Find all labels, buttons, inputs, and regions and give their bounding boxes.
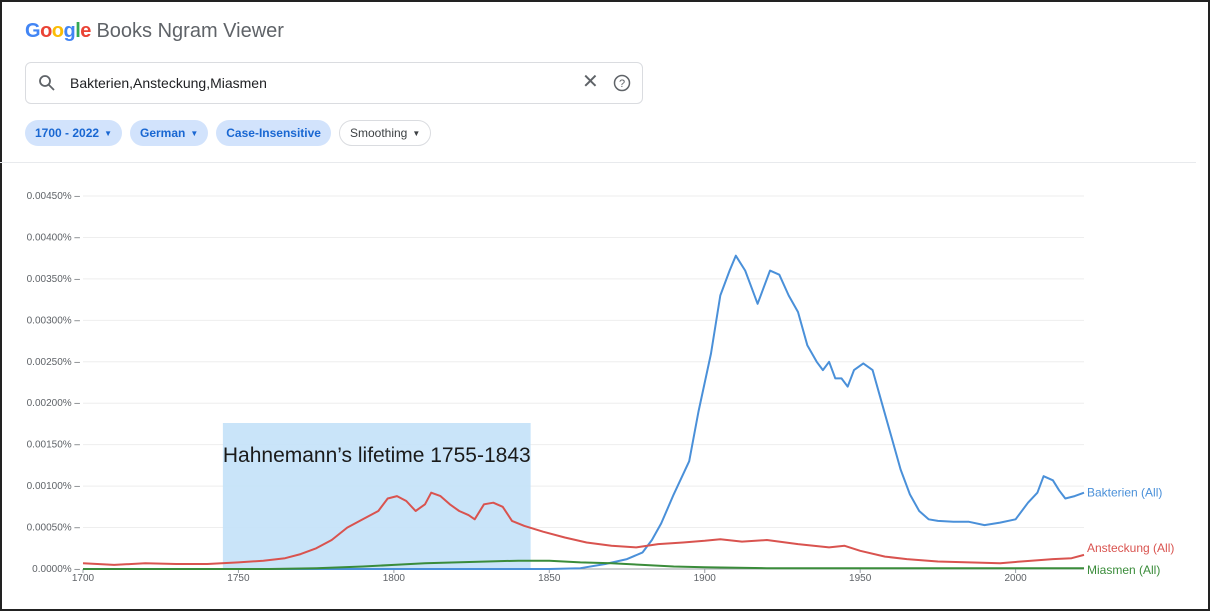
y-tick-label: 0.00400% –: [27, 232, 81, 243]
y-tick-label: 0.00450% –: [27, 191, 81, 202]
y-tick-label: 0.00150% –: [27, 440, 81, 451]
series-label: Miasmen (All): [1087, 563, 1160, 577]
x-tick-label: 1700: [72, 573, 95, 584]
help-icon[interactable]: ?: [613, 74, 631, 92]
annotation-band: [222, 423, 531, 569]
x-tick-label: 1800: [383, 573, 406, 584]
smoothing-label: Smoothing: [349, 126, 408, 140]
search-icon: [39, 75, 55, 91]
y-tick-label: 0.0000% –: [32, 564, 80, 575]
series-line: [83, 559, 1084, 570]
google-wordmark: Google: [25, 20, 91, 42]
annotation-label: Hahnemann’s lifetime 1755-1843: [223, 444, 531, 467]
x-tick-label: 2000: [1004, 573, 1027, 584]
smoothing-chip[interactable]: Smoothing ▼: [338, 120, 432, 146]
series-line: [83, 254, 1085, 570]
y-tick-label: 0.00250% –: [27, 357, 81, 368]
y-tick-label: 0.00350% –: [27, 274, 81, 285]
year-range-label: 1700 - 2022: [35, 126, 100, 140]
search-box[interactable]: Bakterien,Ansteckung,Miasmen ✕ ?: [25, 62, 643, 104]
x-tick-label: 1950: [849, 573, 872, 584]
series-label: Bakterien (All): [1087, 486, 1162, 500]
y-tick-label: 0.00300% –: [27, 315, 81, 326]
search-input[interactable]: Bakterien,Ansteckung,Miasmen: [70, 75, 267, 91]
chevron-down-icon: ▼: [104, 128, 112, 138]
y-tick-label: 0.00050% –: [27, 523, 81, 534]
year-range-chip[interactable]: 1700 - 2022 ▼: [25, 120, 122, 146]
x-tick-label: 1850: [538, 573, 561, 584]
x-tick-label: 1900: [694, 573, 717, 584]
app-title: Books Ngram Viewer: [90, 20, 284, 42]
x-tick-label: 1750: [227, 573, 250, 584]
case-label: Case-Insensitive: [226, 126, 321, 140]
chevron-down-icon: ▼: [412, 128, 421, 138]
series-line: [82, 491, 1085, 566]
y-tick-label: 0.00100% –: [27, 481, 81, 492]
case-chip[interactable]: Case-Insensitive: [216, 120, 331, 146]
corpus-chip[interactable]: German ▼: [129, 120, 209, 146]
y-tick-label: 0.00200% –: [27, 398, 81, 409]
chevron-down-icon: ▼: [190, 128, 199, 138]
corpus-label: German: [139, 126, 186, 140]
header-divider: [0, 162, 1196, 163]
series-label: Ansteckung (All): [1087, 541, 1174, 555]
app-logo[interactable]: Google Books Ngram Viewer: [25, 20, 284, 43]
svg-text:?: ?: [619, 78, 625, 90]
ngram-chart: 0.0000% – 0.00050% – 0.00100% – 0.00150% – 0…: [27, 191, 1175, 584]
filter-chips: 1700 - 2022 ▼ German ▼ Case-Insensitive Sm…: [25, 120, 432, 146]
clear-icon[interactable]: ✕: [582, 71, 599, 93]
